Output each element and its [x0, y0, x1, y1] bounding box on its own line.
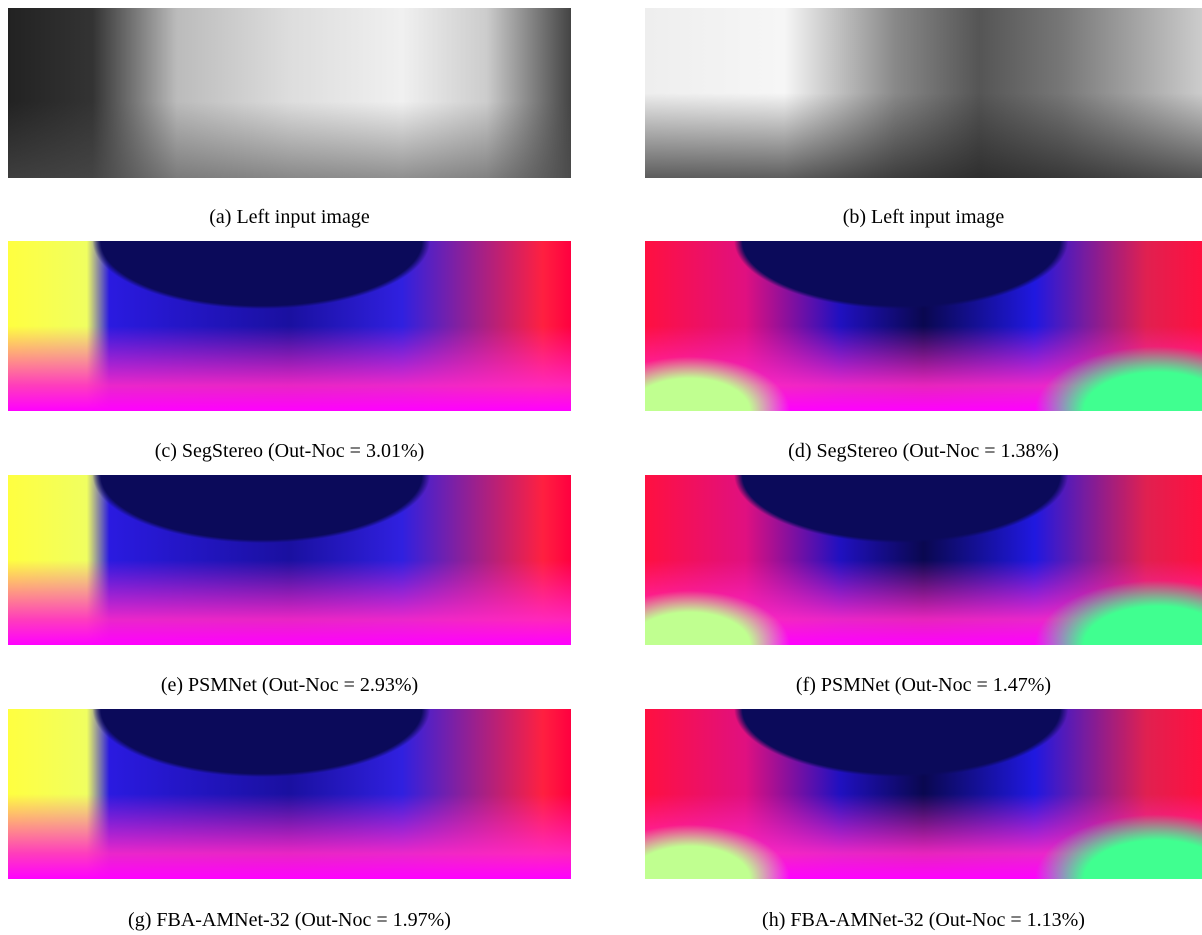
input-image [8, 8, 571, 178]
disparity-map [645, 709, 1202, 879]
caption: (a) Left input image [8, 206, 571, 229]
figure: (a) Left input image (b) Left input imag… [0, 0, 1202, 935]
caption: (b) Left input image [645, 206, 1202, 229]
caption: (c) SegStereo (Out-Noc = 3.01%) [8, 440, 571, 463]
disparity-map [8, 475, 571, 645]
disparity-map [8, 709, 571, 879]
caption: (h) FBA-AMNet-32 (Out-Noc = 1.13%) [645, 909, 1202, 932]
disparity-map [645, 475, 1202, 645]
caption: (e) PSMNet (Out-Noc = 2.93%) [8, 674, 571, 697]
disparity-map [8, 241, 571, 411]
input-image [645, 8, 1202, 178]
caption: (g) FBA-AMNet-32 (Out-Noc = 1.97%) [8, 909, 571, 932]
caption: (f) PSMNet (Out-Noc = 1.47%) [645, 674, 1202, 697]
disparity-map [645, 241, 1202, 411]
caption: (d) SegStereo (Out-Noc = 1.38%) [645, 440, 1202, 463]
